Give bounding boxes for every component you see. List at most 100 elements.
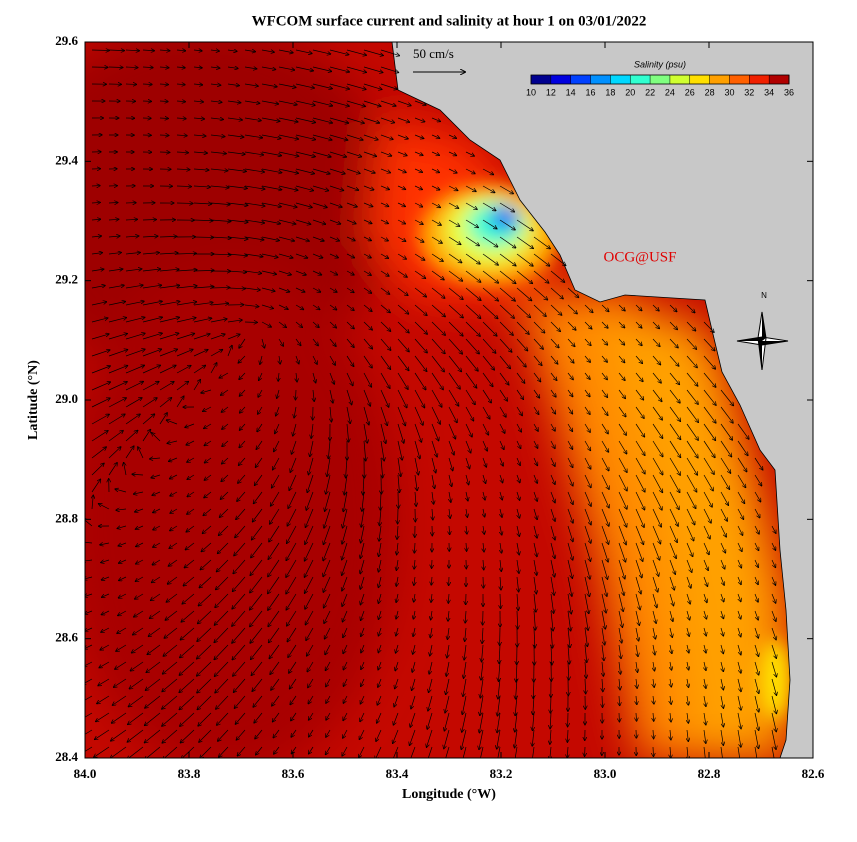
current-vector: [635, 474, 645, 492]
current-vector: [703, 491, 712, 507]
current-vector: [91, 350, 110, 357]
current-vector: [669, 542, 676, 558]
x-axis-label: Longitude (°W): [402, 787, 496, 802]
current-vector: [210, 254, 231, 255]
current-vector: [287, 508, 297, 526]
current-vector: [686, 576, 691, 588]
current-vector: [205, 457, 212, 463]
current-vector: [210, 363, 217, 374]
current-vector: [187, 474, 195, 479]
current-vector: [346, 321, 354, 329]
current-vector: [271, 491, 280, 506]
current-vector: [328, 440, 330, 459]
current-vector: [500, 474, 503, 483]
current-vector: [431, 304, 445, 317]
current-vector: [218, 542, 229, 553]
current-vector: [550, 559, 555, 577]
current-vector: [278, 202, 297, 207]
current-vector: [313, 389, 314, 401]
current-vectors: [85, 49, 777, 758]
current-vector: [167, 576, 178, 584]
current-vector: [210, 67, 220, 68]
current-vector: [135, 508, 144, 512]
current-vector: [686, 304, 695, 313]
current-vector: [193, 350, 208, 357]
current-vector: [397, 185, 405, 189]
current-vector: [151, 474, 161, 478]
current-vector: [397, 236, 406, 241]
current-vector: [159, 317, 179, 323]
current-vector: [193, 84, 202, 85]
current-vector: [176, 186, 191, 187]
current-vector: [550, 508, 555, 521]
current-vector: [720, 440, 732, 457]
current-vector: [500, 576, 501, 590]
current-vector: [618, 372, 625, 380]
current-vector: [327, 457, 331, 476]
current-vector: [431, 219, 441, 225]
current-vector: [346, 185, 358, 190]
current-vector: [703, 338, 715, 351]
current-vector: [176, 302, 197, 306]
current-vector: [279, 355, 280, 364]
current-vector: [669, 372, 679, 384]
y-tick-label: 29.4: [55, 152, 78, 167]
current-vector: [210, 186, 229, 188]
current-vector: [448, 287, 463, 299]
current-vector: [312, 270, 321, 275]
current-vector: [380, 372, 390, 388]
colorbar-tick-label: 22: [645, 87, 655, 97]
current-vector: [184, 559, 195, 568]
current-vector: [601, 474, 609, 489]
current-vector: [754, 559, 758, 567]
current-vector: [482, 355, 494, 370]
current-vector: [222, 440, 229, 446]
current-vector: [227, 271, 246, 272]
current-vector: [272, 474, 280, 488]
current-vector: [346, 287, 354, 292]
current-vector: [703, 321, 714, 332]
current-vector: [635, 508, 644, 527]
colorbar-segment: [749, 75, 770, 84]
current-vector: [346, 202, 357, 207]
current-vector: [201, 389, 212, 393]
current-vector: [363, 185, 374, 190]
current-vector: [235, 525, 246, 538]
current-vector: [329, 49, 349, 55]
current-vector: [431, 406, 440, 424]
current-vector: [176, 101, 185, 102]
current-vector: [618, 338, 624, 345]
current-vector: [187, 457, 195, 462]
current-vector: [305, 508, 314, 527]
current-vector: [449, 508, 450, 518]
current-vector: [176, 118, 186, 119]
current-vector: [290, 457, 297, 472]
current-vector: [737, 474, 746, 488]
current-vector: [635, 423, 644, 437]
current-vector: [618, 508, 627, 527]
current-vector: [652, 406, 662, 420]
current-vector: [397, 219, 405, 224]
current-vector: [346, 236, 355, 241]
current-vector: [142, 414, 155, 425]
current-vector: [344, 474, 348, 495]
current-vector: [153, 525, 161, 530]
current-vector: [448, 253, 462, 263]
x-tick-label: 83.8: [178, 766, 201, 781]
current-vector: [286, 576, 297, 594]
current-vector: [397, 423, 404, 443]
current-vector: [329, 355, 335, 365]
current-vector: [193, 118, 204, 119]
current-vector: [108, 285, 124, 289]
current-vector: [567, 406, 572, 414]
current-vector: [652, 423, 663, 438]
current-vector: [431, 355, 444, 372]
current-vector: [482, 168, 493, 175]
current-vector: [737, 423, 749, 439]
current-vector: [601, 440, 608, 452]
current-vector: [244, 117, 261, 121]
current-vector: [380, 253, 388, 258]
current-vector: [618, 525, 626, 545]
current-vector: [499, 389, 507, 401]
current-vector: [125, 349, 145, 357]
